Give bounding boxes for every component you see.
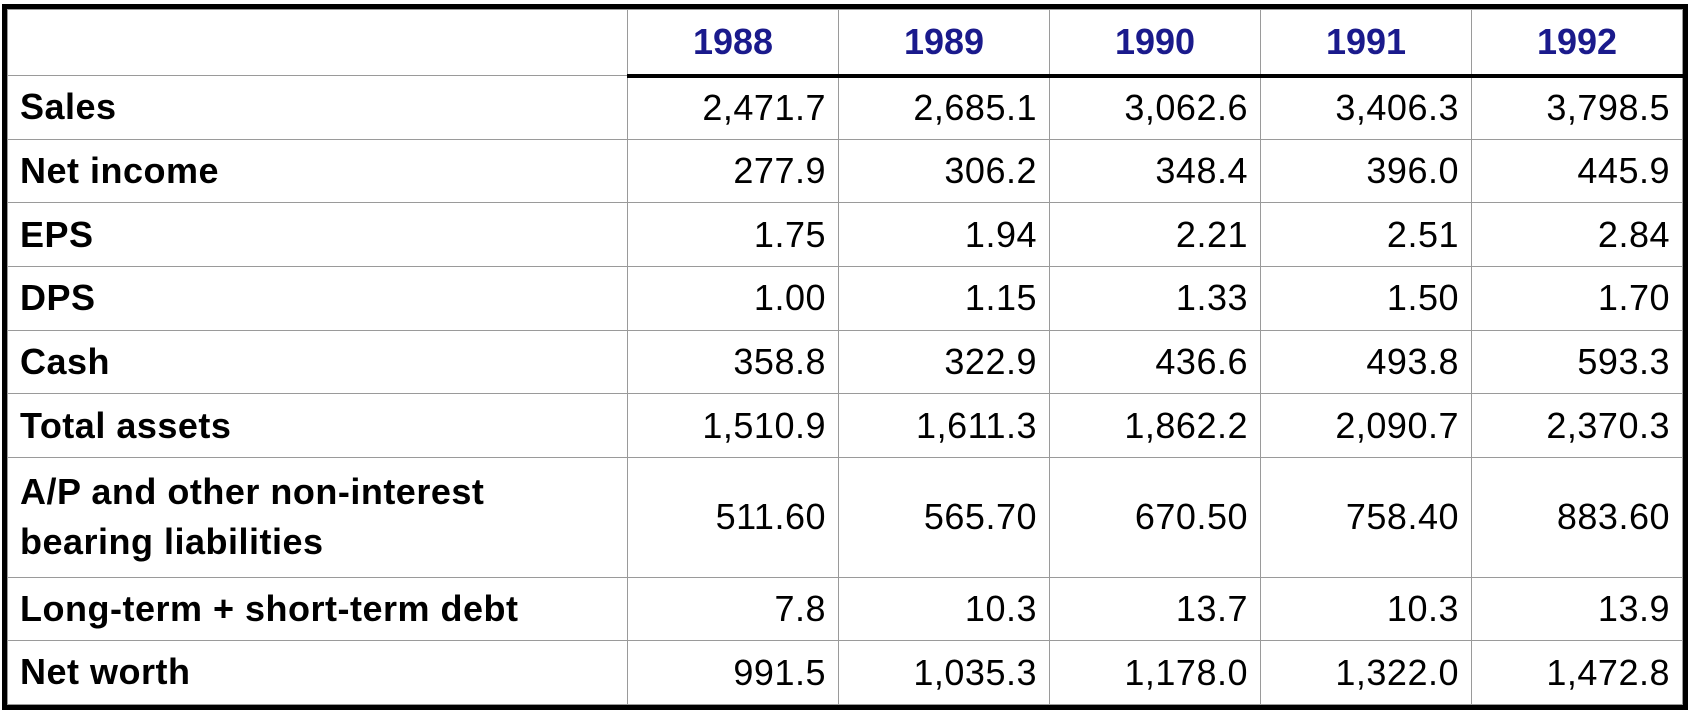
financial-table: 1988 1989 1990 1991 1992 Sales 2,471.7 2… [7,9,1683,705]
table-row-sales: Sales 2,471.7 2,685.1 3,062.6 3,406.3 3,… [7,75,1683,140]
value-cell: 1,178.0 [1049,640,1261,705]
value-cell: 565.70 [838,457,1050,578]
value-cell: 493.8 [1260,329,1472,395]
value-cell: 322.9 [838,329,1050,395]
value-cell: 10.3 [838,576,1050,642]
financial-table-frame: 1988 1989 1990 1991 1992 Sales 2,471.7 2… [2,4,1688,710]
table-row-net-worth: Net worth 991.5 1,035.3 1,178.0 1,322.0 … [7,640,1683,705]
year-header: 1990 [1049,9,1261,78]
table-row-debt: Long-term + short-term debt 7.8 10.3 13.… [7,576,1683,642]
value-cell: 277.9 [627,138,839,204]
value-cell: 396.0 [1260,138,1472,204]
value-cell: 2.84 [1471,202,1683,268]
row-label: Total assets [7,393,628,459]
value-cell: 758.40 [1260,457,1472,578]
value-cell: 2,471.7 [627,75,839,140]
table-row-dps: DPS 1.00 1.15 1.33 1.50 1.70 [7,266,1683,331]
value-cell: 436.6 [1049,329,1261,395]
header-corner-cell [7,9,628,76]
value-cell: 1,322.0 [1260,640,1472,705]
value-cell: 3,062.6 [1049,75,1261,140]
value-cell: 1,611.3 [838,393,1050,459]
value-cell: 1.00 [627,266,839,331]
table-row-net-income: Net income 277.9 306.2 348.4 396.0 445.9 [7,138,1683,204]
value-cell: 1,035.3 [838,640,1050,705]
table-row-ap-liabilities: A/P and other non-interest bearing liabi… [7,457,1683,578]
value-cell: 2.51 [1260,202,1472,268]
value-cell: 13.7 [1049,576,1261,642]
value-cell: 358.8 [627,329,839,395]
value-cell: 445.9 [1471,138,1683,204]
year-header: 1991 [1260,9,1472,78]
value-cell: 1.15 [838,266,1050,331]
value-cell: 306.2 [838,138,1050,204]
value-cell: 1.94 [838,202,1050,268]
row-label: Cash [7,329,628,395]
value-cell: 1.50 [1260,266,1472,331]
value-cell: 1.33 [1049,266,1261,331]
value-cell: 670.50 [1049,457,1261,578]
value-cell: 991.5 [627,640,839,705]
value-cell: 1,862.2 [1049,393,1261,459]
row-label: Sales [7,75,628,140]
value-cell: 3,798.5 [1471,75,1683,140]
table-row-eps: EPS 1.75 1.94 2.21 2.51 2.84 [7,202,1683,268]
year-header: 1992 [1471,9,1683,78]
value-cell: 348.4 [1049,138,1261,204]
value-cell: 2,685.1 [838,75,1050,140]
value-cell: 511.60 [627,457,839,578]
value-cell: 1.75 [627,202,839,268]
header-row: 1988 1989 1990 1991 1992 [7,9,1683,78]
value-cell: 883.60 [1471,457,1683,578]
row-label: Net income [7,138,628,204]
row-label-line: A/P and other non-interest [20,470,485,512]
row-label: DPS [7,266,628,331]
row-label: A/P and other non-interest bearing liabi… [7,457,628,578]
value-cell: 593.3 [1471,329,1683,395]
value-cell: 1,472.8 [1471,640,1683,705]
table-row-cash: Cash 358.8 322.9 436.6 493.8 593.3 [7,329,1683,395]
value-cell: 1,510.9 [627,393,839,459]
row-label: Long-term + short-term debt [7,576,628,642]
value-cell: 1.70 [1471,266,1683,331]
row-label: EPS [7,202,628,268]
value-cell: 2,090.7 [1260,393,1472,459]
value-cell: 2,370.3 [1471,393,1683,459]
value-cell: 2.21 [1049,202,1261,268]
year-header: 1989 [838,9,1050,78]
row-label-line: bearing liabilities [20,521,324,563]
value-cell: 13.9 [1471,576,1683,642]
value-cell: 10.3 [1260,576,1472,642]
year-header: 1988 [627,9,839,78]
value-cell: 7.8 [627,576,839,642]
value-cell: 3,406.3 [1260,75,1472,140]
row-label: Net worth [7,640,628,705]
table-row-total-assets: Total assets 1,510.9 1,611.3 1,862.2 2,0… [7,393,1683,459]
